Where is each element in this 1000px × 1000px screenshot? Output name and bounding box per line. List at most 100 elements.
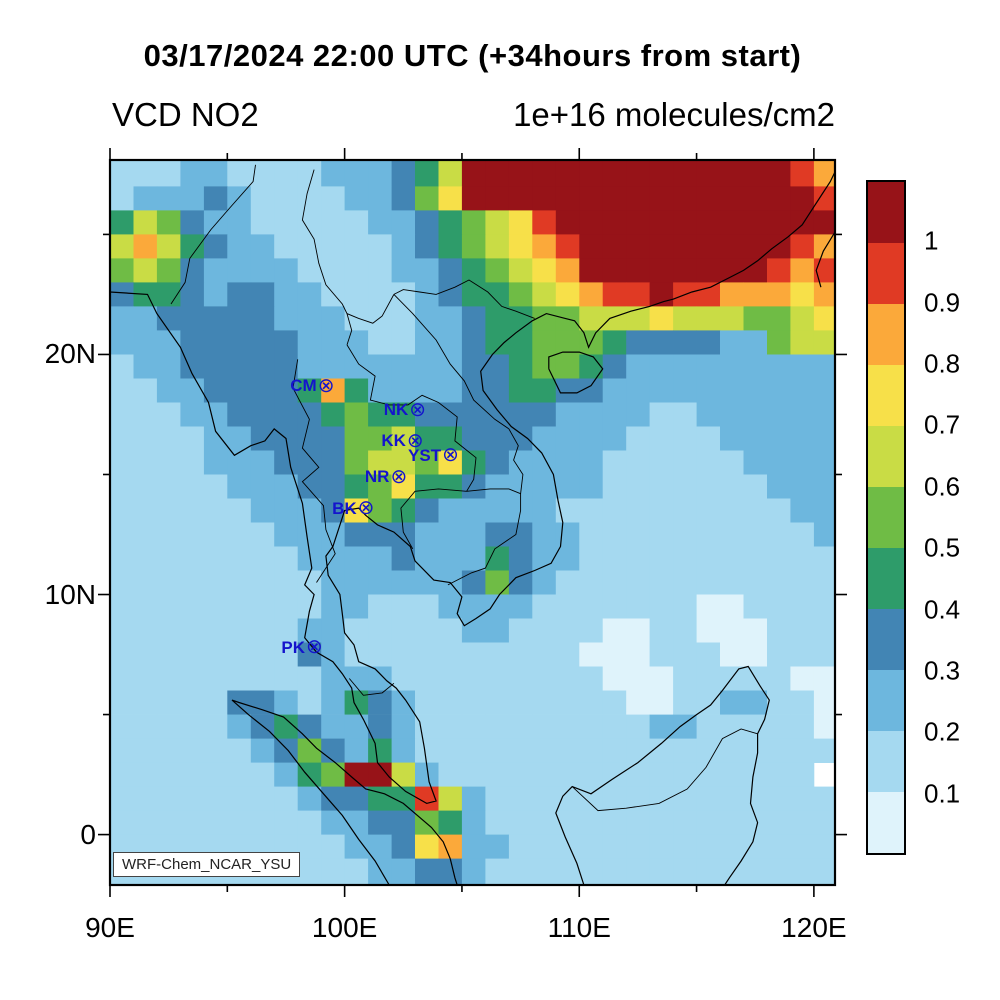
heatmap-cell: [508, 642, 533, 667]
heatmap-cell: [532, 306, 557, 331]
heatmap-cell: [532, 210, 557, 235]
heatmap-cell: [673, 570, 697, 595]
heatmap-cell: [438, 258, 463, 283]
colorbar-tick-label: 0.1: [924, 778, 961, 809]
heatmap-cell: [344, 546, 369, 571]
heatmap-cell: [790, 522, 815, 547]
heatmap-cell: [133, 234, 158, 259]
heatmap-cell: [203, 786, 228, 811]
heatmap-cell: [156, 210, 181, 235]
heatmap-cell: [743, 210, 768, 235]
heatmap-cell: [415, 306, 439, 331]
heatmap-cell: [297, 330, 322, 355]
heatmap-cell: [485, 210, 510, 235]
heatmap-cell: [227, 762, 252, 787]
heatmap-cell: [602, 642, 627, 667]
heatmap-cell: [391, 642, 416, 667]
heatmap-cell: [297, 498, 322, 523]
heatmap-cell: [767, 810, 791, 835]
heatmap-cell: [743, 642, 768, 667]
heatmap-cell: [696, 594, 721, 619]
political-borders-layer: [170, 164, 758, 812]
heatmap-cell: [321, 738, 346, 763]
heatmap-cell: [133, 642, 158, 667]
station-marker-CM: CM ⊗: [290, 376, 334, 396]
heatmap-cell: [555, 522, 580, 547]
colorbar-tick-label: 0.4: [924, 594, 961, 625]
heatmap-cell: [297, 450, 322, 475]
coastline-layer: [110, 170, 835, 885]
heatmap-cell: [485, 786, 510, 811]
circled-x-marker-icon: ⊗: [409, 398, 427, 421]
heatmap-cell: [438, 160, 463, 187]
heatmap-cell: [368, 354, 392, 379]
heatmap-cell: [767, 474, 791, 499]
heatmap-cell: [274, 594, 299, 619]
heatmap-cell: [767, 666, 791, 691]
heatmap-cell: [649, 378, 674, 403]
heatmap-cell: [368, 666, 392, 691]
heatmap-cell: [391, 378, 416, 403]
heatmap-cell: [415, 570, 439, 595]
heatmap-cell: [203, 330, 228, 355]
heatmap-cell: [368, 762, 392, 787]
heatmap-cell: [110, 330, 134, 355]
heatmap-cell: [227, 594, 252, 619]
colorbar-tick-label: 0.5: [924, 532, 961, 563]
heatmap-cell: [110, 762, 134, 787]
heatmap-cell: [649, 258, 674, 283]
heatmap-cell: [673, 762, 697, 787]
heatmap-cell: [321, 810, 346, 835]
heatmap-cell: [555, 642, 580, 667]
heatmap-cell: [368, 306, 392, 331]
heatmap-cell: [133, 186, 158, 211]
heatmap-cell: [438, 402, 463, 427]
heatmap-cell: [696, 402, 721, 427]
heatmap-cell: [391, 762, 416, 787]
heatmap-cell: [485, 714, 510, 739]
heatmap-cell: [579, 570, 604, 595]
heatmap-cell: [391, 258, 416, 283]
heatmap-cell: [743, 738, 768, 763]
heatmap-cell: [743, 450, 768, 475]
heatmap-cell: [250, 762, 275, 787]
heatmap-cell: [720, 258, 744, 283]
heatmap-cell: [743, 618, 768, 643]
heatmap-cell: [227, 186, 252, 211]
station-label: BK: [332, 498, 357, 518]
heatmap-cell: [180, 306, 205, 331]
heatmap-cell: [227, 714, 252, 739]
heatmap-cell: [133, 762, 158, 787]
heatmap-cell: [626, 810, 651, 835]
heatmap-cell: [368, 642, 392, 667]
heatmap-cell: [297, 618, 322, 643]
heatmap-cell: [555, 160, 580, 187]
heatmap-cell: [415, 666, 439, 691]
heatmap-cell: [156, 234, 181, 259]
heatmap-cell: [461, 282, 486, 307]
heatmap-cell: [461, 330, 486, 355]
heatmap-cell: [415, 522, 439, 547]
heatmap-cell: [579, 714, 604, 739]
heatmap-cell: [532, 786, 557, 811]
heatmap-cell: [767, 570, 791, 595]
heatmap-cell: [391, 186, 416, 211]
heatmap-cell: [649, 738, 674, 763]
heatmap-cell: [203, 762, 228, 787]
heatmap-cell: [344, 426, 369, 451]
heatmap-cell: [696, 426, 721, 451]
heatmap-cell: [720, 690, 744, 715]
heatmap-cell: [579, 522, 604, 547]
heatmap-cell: [813, 858, 835, 885]
heatmap-cell: [415, 546, 439, 571]
heatmap-cell: [555, 234, 580, 259]
heatmap-cell: [602, 546, 627, 571]
heatmap-cell: [391, 594, 416, 619]
heatmap-cell: [321, 546, 346, 571]
heatmap-cell: [321, 714, 346, 739]
heatmap-cell: [250, 810, 275, 835]
heatmap-cell: [110, 714, 134, 739]
heatmap-cell: [649, 210, 674, 235]
heatmap-cell: [415, 738, 439, 763]
